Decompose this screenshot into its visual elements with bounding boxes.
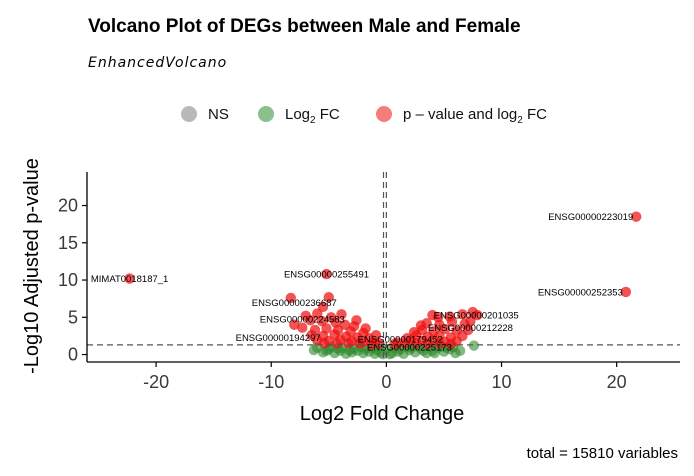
legend-label-fc: Log2 FC	[285, 106, 340, 126]
point-label-0: ENSG00000223019	[548, 212, 633, 223]
point-significant-71	[411, 338, 422, 349]
y-tick-label-2: 10	[58, 270, 78, 290]
point-significant-43	[370, 329, 382, 341]
point-significant-52	[446, 316, 458, 327]
chart-subtitle: EnhancedVolcano	[88, 55, 227, 71]
point-significant-37	[354, 338, 366, 349]
point-significant-5	[323, 291, 335, 303]
point-significant-7	[312, 308, 323, 319]
y-ticks: 0 5 10 15 20	[58, 196, 87, 365]
point-label-5: ENSG00000224583	[260, 314, 345, 325]
point-fc-36	[468, 340, 480, 351]
legend: NS Log2 FC p – value and log2 FC	[181, 106, 547, 126]
point-label-3: ENSG00000255491	[284, 270, 369, 281]
point-label-9: ENSG00000179452	[358, 334, 443, 345]
points-layer	[124, 211, 642, 360]
point-significant-74	[445, 338, 457, 350]
point-significant-73	[434, 338, 445, 349]
legend-swatch-ns	[181, 106, 197, 122]
x-tick-label-3: 10	[492, 372, 512, 392]
point-label-2: MIMAT0018187_1	[91, 274, 168, 285]
y-tick-label-4: 20	[58, 196, 78, 216]
point-significant-10	[289, 319, 300, 330]
legend-item-ns: NS	[181, 106, 229, 123]
point-significant-40	[336, 309, 347, 320]
cutoff-lines	[87, 172, 680, 362]
point-significant-16	[297, 322, 308, 333]
point-significant-39	[374, 338, 385, 349]
legend-label-ns: NS	[208, 106, 229, 123]
point-significant-72	[422, 338, 434, 350]
point-label-7: ENSG00000201035	[434, 311, 519, 322]
x-tick-label-4: 20	[607, 372, 627, 392]
point-label-8: ENSG00000212228	[428, 323, 513, 334]
point-significant-42	[360, 323, 371, 334]
point-significant-35	[331, 338, 343, 349]
point-fc-50	[308, 344, 320, 356]
legend-label-both: p – value and log2 FC	[403, 106, 547, 126]
legend-swatch-fc	[258, 106, 274, 122]
x-axis-title: Log2 Fold Change	[300, 403, 465, 425]
legend-swatch-both	[376, 106, 392, 122]
point-significant-77	[408, 326, 420, 338]
y-tick-label-1: 5	[68, 307, 78, 327]
point-significant-12	[316, 315, 328, 327]
point-label-6: ENSG00000194297	[236, 333, 321, 344]
point-significant-49	[472, 309, 483, 321]
point-significant-3	[321, 268, 332, 280]
legend-item-fc: Log2 FC	[258, 106, 340, 126]
point-significant-38	[366, 338, 377, 350]
point-label-1: ENSG00000252353	[538, 287, 623, 298]
point-significant-1	[620, 286, 632, 298]
point-significant-36	[343, 338, 354, 349]
point-label-10: ENSG00000225173	[367, 343, 452, 354]
point-significant-76	[401, 332, 413, 344]
point-significant-41	[351, 315, 362, 326]
x-ticks: -20 -10 0 10 20	[143, 362, 627, 392]
caption: total = 15810 variables	[527, 445, 678, 462]
point-significant-54	[465, 315, 476, 327]
point-significant-78	[415, 320, 427, 331]
chart-title: Volcano Plot of DEGs between Male and Fe…	[88, 16, 521, 37]
x-tick-label-2: 0	[381, 372, 391, 392]
x-tick-label-0: -20	[143, 372, 169, 392]
point-significant-79	[389, 338, 400, 350]
point-fc-43	[429, 347, 440, 359]
point-label-4: ENSG00000236687	[252, 298, 337, 309]
point-labels: ENSG00000223019 ENSG00000252353 MIMAT00181…	[91, 212, 633, 353]
point-significant-2	[124, 273, 135, 284]
y-tick-label-3: 15	[58, 233, 78, 253]
point-significant-47	[457, 309, 468, 320]
point-significant-4	[285, 292, 297, 304]
legend-item-both: p – value and log2 FC	[376, 106, 547, 126]
point-significant-11	[305, 315, 316, 326]
y-tick-label-0: 0	[68, 345, 78, 365]
point-significant-0	[631, 211, 642, 222]
plot-area: ENSG00000223019 ENSG00000252353 MIMAT00181…	[58, 172, 680, 392]
point-significant-34	[319, 338, 330, 349]
x-tick-label-1: -10	[258, 372, 284, 392]
y-axis-title: -Log10 Adjusted p-value	[21, 158, 43, 374]
